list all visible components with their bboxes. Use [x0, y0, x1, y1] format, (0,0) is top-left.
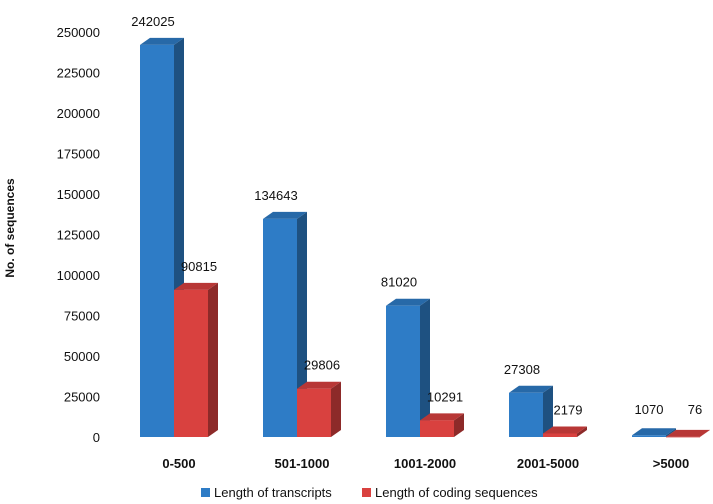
y-tick-label: 100000	[57, 268, 100, 283]
x-tick-label: 501-1000	[275, 456, 330, 471]
bar-front	[140, 44, 174, 438]
bar-front	[174, 289, 208, 437]
y-tick-label: 0	[93, 430, 100, 445]
bar-side	[666, 428, 676, 437]
data-label: 134643	[254, 188, 297, 203]
bar-coding-0	[174, 282, 218, 437]
legend-item: Length of coding sequences	[362, 485, 538, 500]
bar-top	[174, 282, 218, 290]
data-label: 10291	[427, 389, 463, 404]
bar-side	[420, 298, 430, 437]
bar-front	[386, 305, 420, 437]
bar-coding-2	[420, 413, 464, 437]
bar-top	[386, 298, 430, 306]
data-label: 2179	[554, 402, 583, 417]
data-labels: 242025 90815 134643 29806 81020 10291 27308 217…	[131, 14, 702, 418]
bar-transcripts-2	[386, 298, 430, 437]
y-tick-label: 75000	[64, 309, 100, 324]
bar-side	[577, 426, 587, 437]
bar-side	[208, 282, 218, 437]
data-label: 81020	[381, 275, 417, 290]
data-label: 76	[688, 402, 702, 417]
y-tick-label: 175000	[57, 147, 100, 162]
y-tick-label: 25000	[64, 390, 100, 405]
legend-swatch	[201, 488, 210, 497]
bars	[140, 37, 710, 438]
bar-front	[632, 435, 666, 437]
bar-side	[454, 413, 464, 437]
legend: Length of transcripts Length of coding se…	[201, 485, 538, 500]
data-label: 1070	[635, 402, 664, 417]
y-tick-label: 250000	[57, 25, 100, 40]
bar-coding-1	[297, 381, 341, 437]
bar-top	[509, 385, 553, 393]
y-tick-label: 200000	[57, 106, 100, 121]
bar-top	[666, 429, 710, 437]
x-tick-label: 0-500	[162, 456, 195, 471]
data-label: 90815	[181, 259, 217, 274]
data-label: 27308	[504, 362, 540, 377]
y-tick-label: 50000	[64, 349, 100, 364]
x-tick-label: >5000	[653, 456, 690, 471]
bar-coding-4	[666, 429, 710, 438]
y-axis: 0 25000 50000 75000 100000 125000 150000 175000…	[57, 25, 100, 445]
bar-front	[509, 392, 543, 437]
bar-coding-3	[543, 426, 587, 437]
legend-swatch	[362, 488, 371, 497]
x-axis: 0-500 501-1000 1001-2000 2001-5000 >5000	[162, 456, 689, 471]
y-tick-label: 125000	[57, 228, 100, 243]
y-axis-title: No. of sequences	[3, 178, 17, 278]
bar-top	[632, 428, 676, 436]
legend-label: Length of coding sequences	[375, 485, 538, 500]
legend-label: Length of transcripts	[214, 485, 332, 500]
bar-side	[331, 381, 341, 437]
bar-top	[297, 381, 341, 389]
bar-top	[140, 37, 184, 45]
bar-transcripts-3	[509, 385, 553, 437]
x-tick-label: 1001-2000	[394, 456, 456, 471]
y-tick-label: 225000	[57, 66, 100, 81]
bar-front	[666, 436, 700, 438]
bar-side	[543, 385, 553, 437]
bar-front	[420, 420, 454, 437]
data-label: 29806	[304, 358, 340, 373]
bar-side	[297, 211, 307, 437]
bar-side	[700, 429, 710, 437]
bar-top	[263, 211, 307, 219]
bar-transcripts-1	[263, 211, 307, 437]
bar-top	[543, 426, 587, 434]
x-tick-label: 2001-5000	[517, 456, 579, 471]
bar-front	[297, 388, 331, 437]
bar-top	[420, 413, 464, 421]
y-tick-label: 150000	[57, 187, 100, 202]
bar-front	[543, 433, 577, 437]
legend-item: Length of transcripts	[201, 485, 332, 500]
bar-front	[263, 218, 297, 437]
data-label: 242025	[131, 14, 174, 29]
bar-transcripts-4	[632, 428, 676, 437]
